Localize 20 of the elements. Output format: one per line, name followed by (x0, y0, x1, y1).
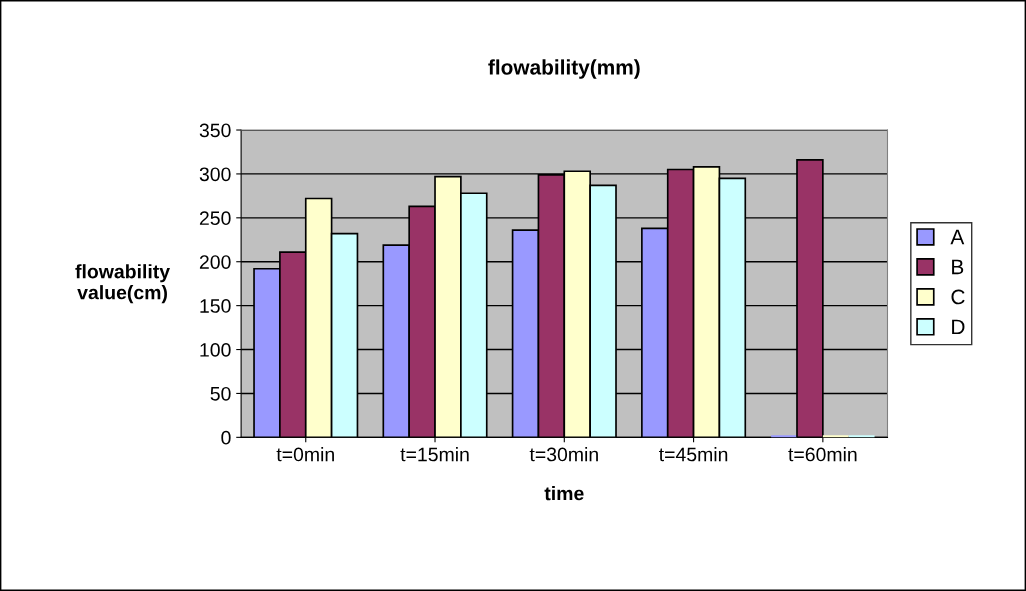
x-tick-label: t=60min (788, 447, 857, 462)
legend-label: A (950, 229, 965, 245)
y-tick-label: 150 (200, 299, 231, 313)
y-tick-label: 250 (199, 211, 231, 226)
x-tick-label: t=0min (276, 447, 334, 462)
legend-label: C (951, 289, 965, 305)
y-tick-label: 350 (199, 123, 231, 138)
chart-title: flowability(mm) (488, 59, 640, 79)
y-tick-label: 100 (200, 343, 231, 357)
x-axis-title: time (544, 486, 584, 501)
x-tick-label: t=45min (659, 447, 728, 462)
x-tick-label: t=30min (529, 447, 598, 462)
y-tick-label: 0 (221, 430, 231, 445)
y-tick-label: 200 (199, 255, 231, 269)
y-tick-label: 50 (210, 386, 231, 401)
legend-label: B (952, 259, 964, 275)
legend-label: D (952, 319, 965, 335)
y-tick-label: 300 (199, 167, 231, 182)
x-tick-label: t=15min (400, 447, 469, 462)
y-axis-title: flowability value(cm) (75, 264, 170, 304)
